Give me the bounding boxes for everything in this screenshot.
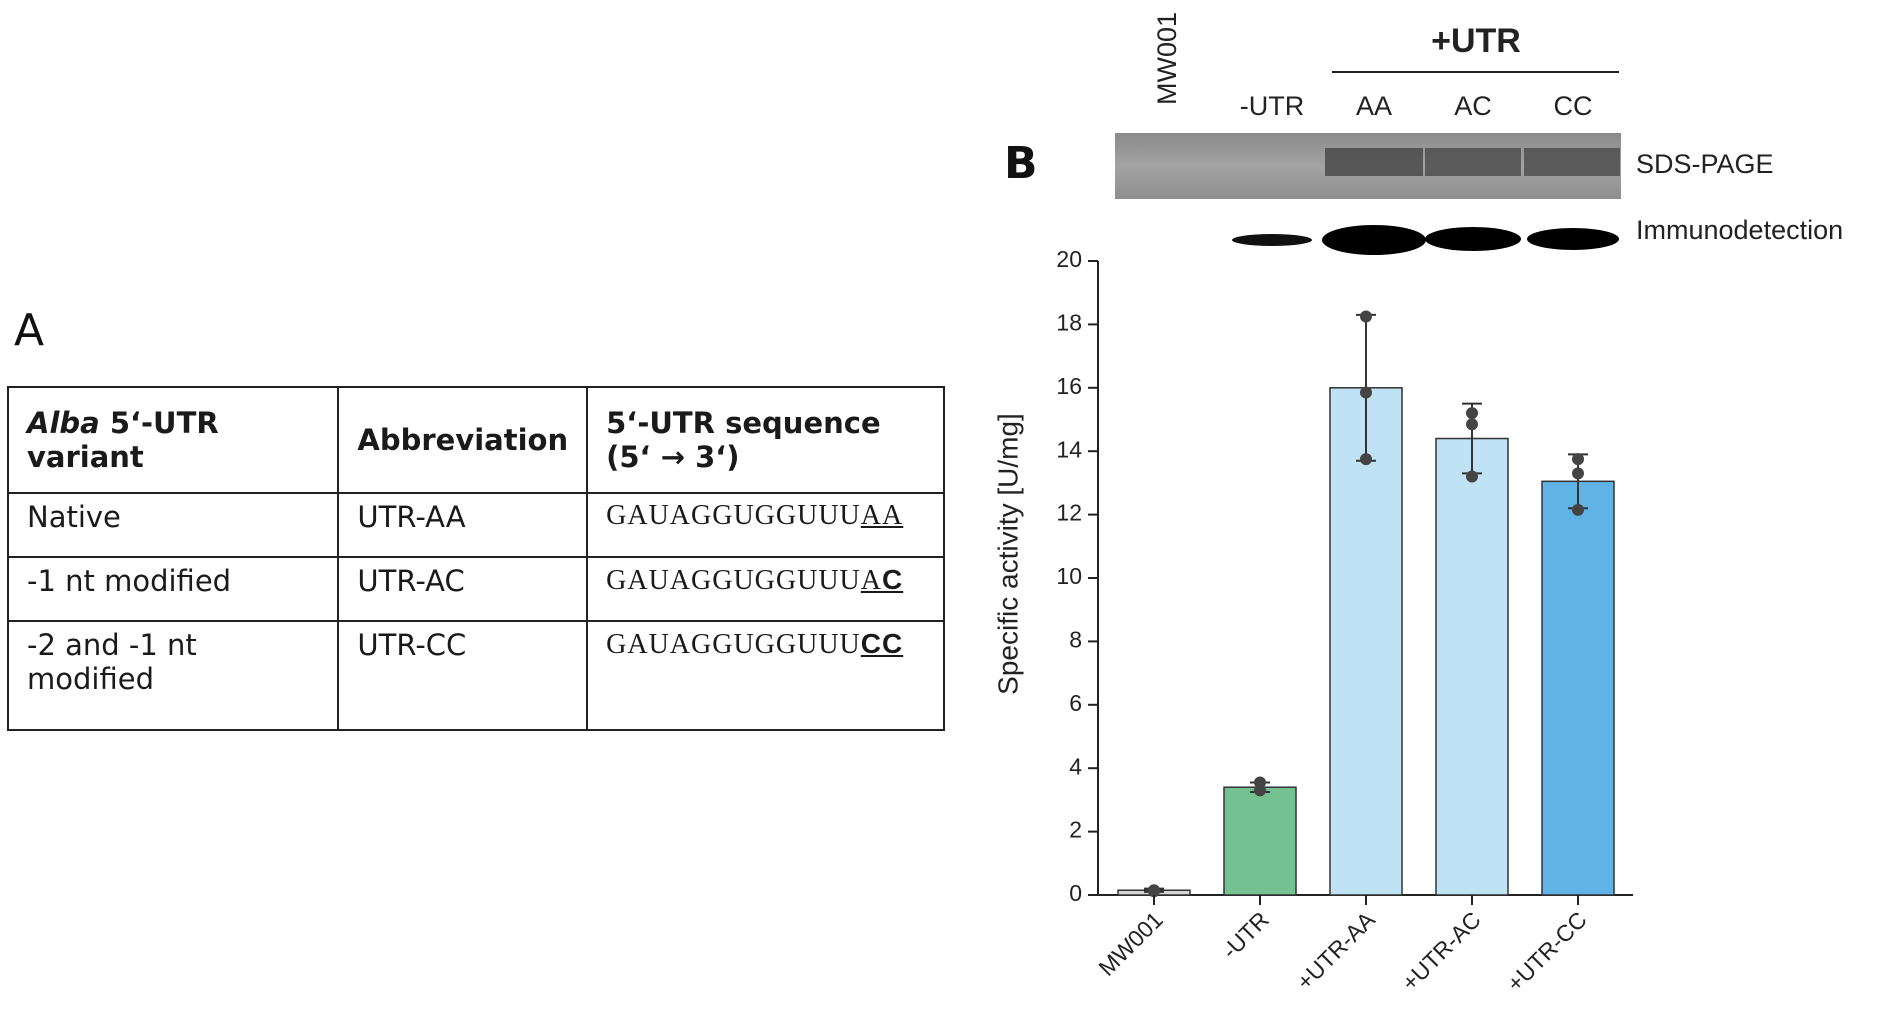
bar: [1435, 437, 1509, 896]
sequence: GAUAGGUGGUUU: [606, 565, 861, 596]
y-tick-label: 8: [1069, 626, 1082, 652]
blot-band: [1322, 225, 1426, 255]
data-point: [1360, 386, 1372, 399]
x-tick-label: +UTR-CC: [1502, 906, 1592, 996]
y-tick-label: 20: [1056, 246, 1082, 272]
table-row: -2 and -1 nt modified UTR-CC GAUAGGUGGUU…: [6, 620, 945, 731]
bar: [1541, 480, 1615, 896]
data-point: [1254, 784, 1266, 797]
group-label: +UTR: [1431, 22, 1521, 60]
header-row: Alba 5‘-UTR variant Abbreviation 5‘-UTR …: [6, 386, 945, 494]
y-tick-label: 2: [1069, 817, 1082, 843]
gel-band: [1425, 148, 1521, 176]
sequence-end: AA: [860, 500, 904, 531]
sequence-end: CC: [860, 628, 904, 660]
cell: UTR-AC: [337, 556, 589, 622]
cell: UTR-AA: [337, 492, 589, 558]
x-tick-label: +UTR-AC: [1397, 906, 1486, 995]
sequence: GAUAGGUGGUUU: [606, 629, 861, 660]
x-tick-label: +UTR-AA: [1291, 906, 1380, 995]
cell: UTR-CC: [337, 620, 589, 731]
y-tick-label: 12: [1056, 500, 1082, 526]
lane-label: MW001: [1152, 12, 1182, 105]
sequence-mod: C: [882, 564, 904, 595]
panel-label: A: [14, 305, 45, 356]
sequence-mod: CC: [860, 628, 904, 659]
y-tick-label: 16: [1056, 373, 1082, 399]
table-row: -1 nt modified UTR-AC GAUAGGUGGUUUAC: [6, 556, 945, 622]
y-tick-label: 6: [1069, 690, 1082, 716]
cell: GAUAGGUGGUUUCC: [586, 620, 945, 731]
header-cell: 5‘-UTR sequence (5‘ → 3‘): [586, 386, 945, 494]
y-tick-label: 14: [1056, 436, 1082, 462]
blot-band: [1527, 228, 1619, 250]
x-tick-label: -UTR: [1217, 906, 1274, 963]
cell: -1 nt modified: [6, 556, 340, 622]
header-cell: Alba 5‘-UTR variant: [6, 386, 340, 494]
header-cell: Abbreviation: [337, 386, 589, 494]
y-tick-label: 0: [1069, 880, 1082, 906]
y-tick-label: 18: [1056, 309, 1082, 335]
gel-row-label: SDS-PAGE: [1636, 149, 1774, 179]
blot-band: [1232, 234, 1312, 246]
utr-table: Alba 5‘-UTR variant Abbreviation 5‘-UTR …: [6, 386, 945, 731]
gel-band: [1524, 148, 1620, 176]
bar: [1329, 387, 1403, 896]
header-text: Alba: [27, 406, 100, 440]
header-text: (5‘ → 3‘): [606, 440, 740, 474]
y-tick-label: 4: [1069, 753, 1082, 779]
y-axis-label: Specific activity [U/mg]: [992, 413, 1023, 695]
sequence: GAUAGGUGGUUU: [606, 500, 861, 531]
header-text: Abbreviation: [357, 423, 569, 457]
header-text: 5‘-UTR sequence: [606, 406, 881, 440]
sequence-end: AC: [860, 564, 904, 596]
cell: GAUAGGUGGUUUAC: [586, 556, 945, 622]
cell: GAUAGGUGGUUUAA: [586, 492, 945, 558]
lane-label: CC: [1554, 91, 1593, 121]
data-point: [1572, 503, 1584, 516]
lane-label: -UTR: [1240, 91, 1304, 121]
gel-band: [1325, 148, 1423, 176]
lane-label: AA: [1356, 91, 1392, 121]
blot-band: [1425, 227, 1521, 251]
sequence-end: A: [860, 565, 883, 596]
data-point: [1572, 453, 1584, 466]
data-point: [1360, 310, 1372, 323]
gel-row-label: Immunodetection: [1636, 215, 1843, 245]
data-point: [1360, 453, 1372, 466]
data-point: [1466, 418, 1478, 431]
cell: Native: [6, 492, 340, 558]
data-point: [1572, 467, 1584, 480]
header-text: 5‘-UTR variant: [27, 406, 219, 474]
x-tick-label: MW001: [1093, 906, 1167, 980]
data-point: [1466, 407, 1478, 420]
panel-label: B: [1004, 138, 1038, 189]
lane-label: AC: [1454, 91, 1492, 121]
data-point: [1148, 885, 1160, 898]
y-tick-label: 10: [1056, 563, 1082, 589]
cell: -2 and -1 nt modified: [6, 620, 340, 731]
table-row: Native UTR-AA GAUAGGUGGUUUAA: [6, 492, 945, 558]
bar: [1223, 786, 1297, 896]
data-point: [1466, 470, 1478, 483]
